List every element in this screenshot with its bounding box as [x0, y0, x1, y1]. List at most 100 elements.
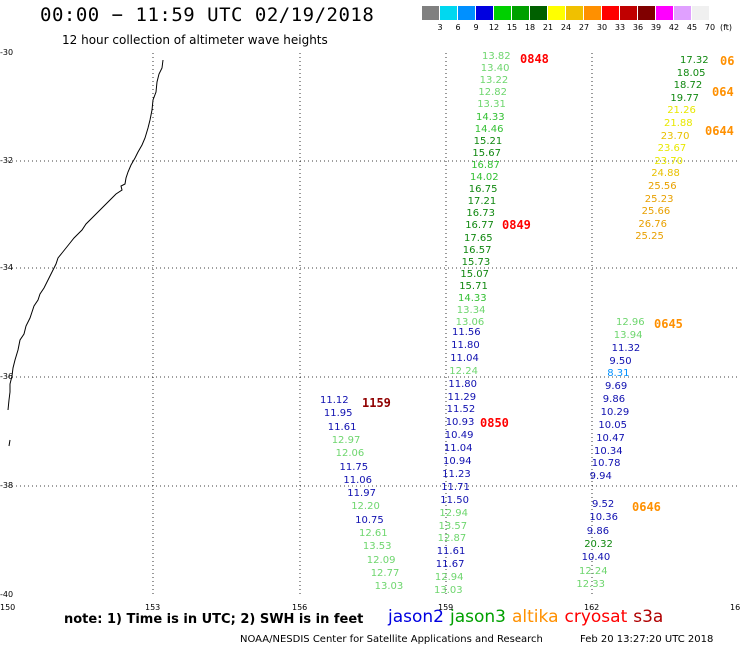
wave-height-value: 9.52	[592, 499, 615, 510]
wave-height-value: 10.94	[443, 456, 472, 467]
wave-height-value: 12.94	[439, 507, 469, 519]
wave-height-value: 21.88	[664, 118, 693, 129]
wave-height-value: 16.73	[466, 208, 496, 220]
color-swatch-label: 12	[488, 23, 500, 32]
longitude-label: 165	[730, 603, 740, 612]
latitude-label: -34	[0, 263, 14, 272]
wave-height-value: 13.34	[456, 305, 486, 317]
wave-height-value: 14.02	[470, 172, 499, 183]
wave-height-value: 9.94	[589, 471, 612, 483]
wave-height-value: 23.67	[657, 143, 687, 155]
wave-height-value: 11.95	[323, 408, 353, 420]
wave-height-value: 11.97	[347, 488, 376, 500]
wave-height-value: 25.66	[641, 206, 671, 218]
wave-height-value: 10.05	[598, 419, 628, 431]
legend-item-altika: altika	[512, 607, 559, 627]
longitude-label: 159	[438, 603, 454, 612]
wave-height-value: 12.96	[616, 317, 645, 328]
longitude-label: 156	[292, 603, 308, 612]
color-swatch	[692, 6, 710, 20]
color-swatch-label: 30	[596, 23, 608, 32]
wave-height-value: 18.72	[673, 80, 703, 92]
wave-height-value: 19.77	[670, 92, 700, 104]
wave-height-value: 17.65	[464, 232, 493, 244]
legend-item-jason2: jason2	[388, 607, 444, 627]
coastline	[7, 59, 164, 411]
wave-height-value: 14.33	[458, 293, 487, 304]
wave-height-value: 11.23	[442, 468, 471, 480]
color-swatch	[566, 6, 584, 20]
footer-timestamp: Feb 20 13:27:20 UTC 2018	[580, 634, 714, 645]
wave-height-value: 10.36	[589, 512, 619, 524]
color-swatch	[674, 6, 692, 20]
color-swatch-label: 3	[437, 23, 443, 32]
wave-height-value: 15.67	[472, 147, 502, 159]
latitude-label: -40	[0, 590, 14, 599]
wave-height-value: 14.46	[474, 123, 504, 135]
pass-time-label: 0849	[502, 218, 531, 232]
wave-height-value: 25.23	[644, 193, 674, 205]
color-swatch-label: 36	[632, 23, 644, 32]
wave-height-value: 9.69	[605, 381, 628, 393]
wave-height-value: 26.76	[638, 218, 668, 230]
wave-height-value: 12.77	[370, 567, 400, 579]
wave-height-value: 16.57	[462, 244, 492, 256]
wave-height-value: 11.80	[448, 378, 478, 390]
color-swatch-label: 21	[542, 23, 554, 32]
wave-height-value: 11.29	[447, 391, 477, 403]
wave-height-value: 11.04	[450, 352, 479, 364]
wave-height-value: 11.67	[435, 559, 465, 571]
color-swatch-label: 6	[455, 23, 461, 32]
wave-height-value: 10.75	[355, 514, 384, 526]
wave-height-value: 10.40	[581, 552, 611, 564]
color-swatch-label: 39	[650, 23, 662, 32]
color-swatch	[656, 6, 674, 20]
wave-height-value: 10.47	[596, 432, 625, 444]
color-swatch-label: 24	[560, 23, 572, 32]
wave-height-value: 15.73	[461, 256, 491, 268]
wave-height-value: 9.86	[602, 394, 626, 406]
color-swatch	[440, 6, 458, 20]
wave-height-value: 10.34	[594, 445, 623, 457]
wave-height-value: 11.56	[452, 327, 481, 338]
pass-time-label: 0645	[654, 317, 683, 331]
wave-height-value: 11.61	[436, 546, 466, 558]
wave-height-value: 13.94	[613, 329, 643, 341]
wave-height-value: 12.94	[434, 572, 464, 584]
wave-height-value: 15.21	[473, 135, 503, 147]
wave-height-value: 11.61	[327, 421, 357, 433]
latitude-label: -38	[0, 481, 14, 490]
wave-height-value: 9.50	[609, 355, 632, 367]
color-swatch-label: 33	[614, 23, 626, 32]
color-swatch-label: 70	[704, 23, 716, 32]
wave-height-value: 14.33	[476, 111, 505, 123]
wave-height-value: 25.56	[648, 181, 677, 192]
color-swatch	[458, 6, 476, 20]
wave-height-value: 12.20	[351, 501, 380, 513]
map-subtitle: 12 hour collection of altimeter wave hei…	[62, 33, 328, 47]
pass-time-label-clipped: 064	[712, 85, 734, 99]
color-swatch	[476, 6, 494, 20]
wave-height-value: 12.06	[335, 448, 365, 460]
wave-height-value: 13.03	[434, 585, 463, 596]
legend-item-cryosat: cryosat	[564, 607, 628, 627]
wave-height-value: 21.26	[667, 105, 696, 117]
wave-height-value: 12.33	[576, 578, 606, 590]
wave-height-value: 20.32	[584, 538, 613, 550]
wave-height-value: 12.82	[478, 87, 508, 99]
pass-time-label: 0646	[632, 500, 661, 514]
wave-height-value: 23.70	[654, 155, 684, 167]
wave-height-value: 15.71	[459, 280, 488, 292]
color-swatch	[422, 6, 440, 20]
color-swatch-label: 18	[524, 23, 536, 32]
wave-height-value: 13.22	[479, 75, 509, 87]
wave-height-value: 25.25	[635, 231, 664, 243]
color-swatch-label: 27	[578, 23, 590, 32]
wave-height-value: 10.29	[600, 406, 630, 418]
color-swatch-label: 15	[506, 23, 518, 32]
wave-height-value: 11.52	[446, 404, 476, 416]
wave-height-value: 11.80	[451, 339, 480, 351]
color-scale-unit: (ft)	[719, 23, 733, 32]
pass-time-label: 0848	[520, 52, 549, 66]
wave-height-value: 12.97	[331, 434, 361, 446]
